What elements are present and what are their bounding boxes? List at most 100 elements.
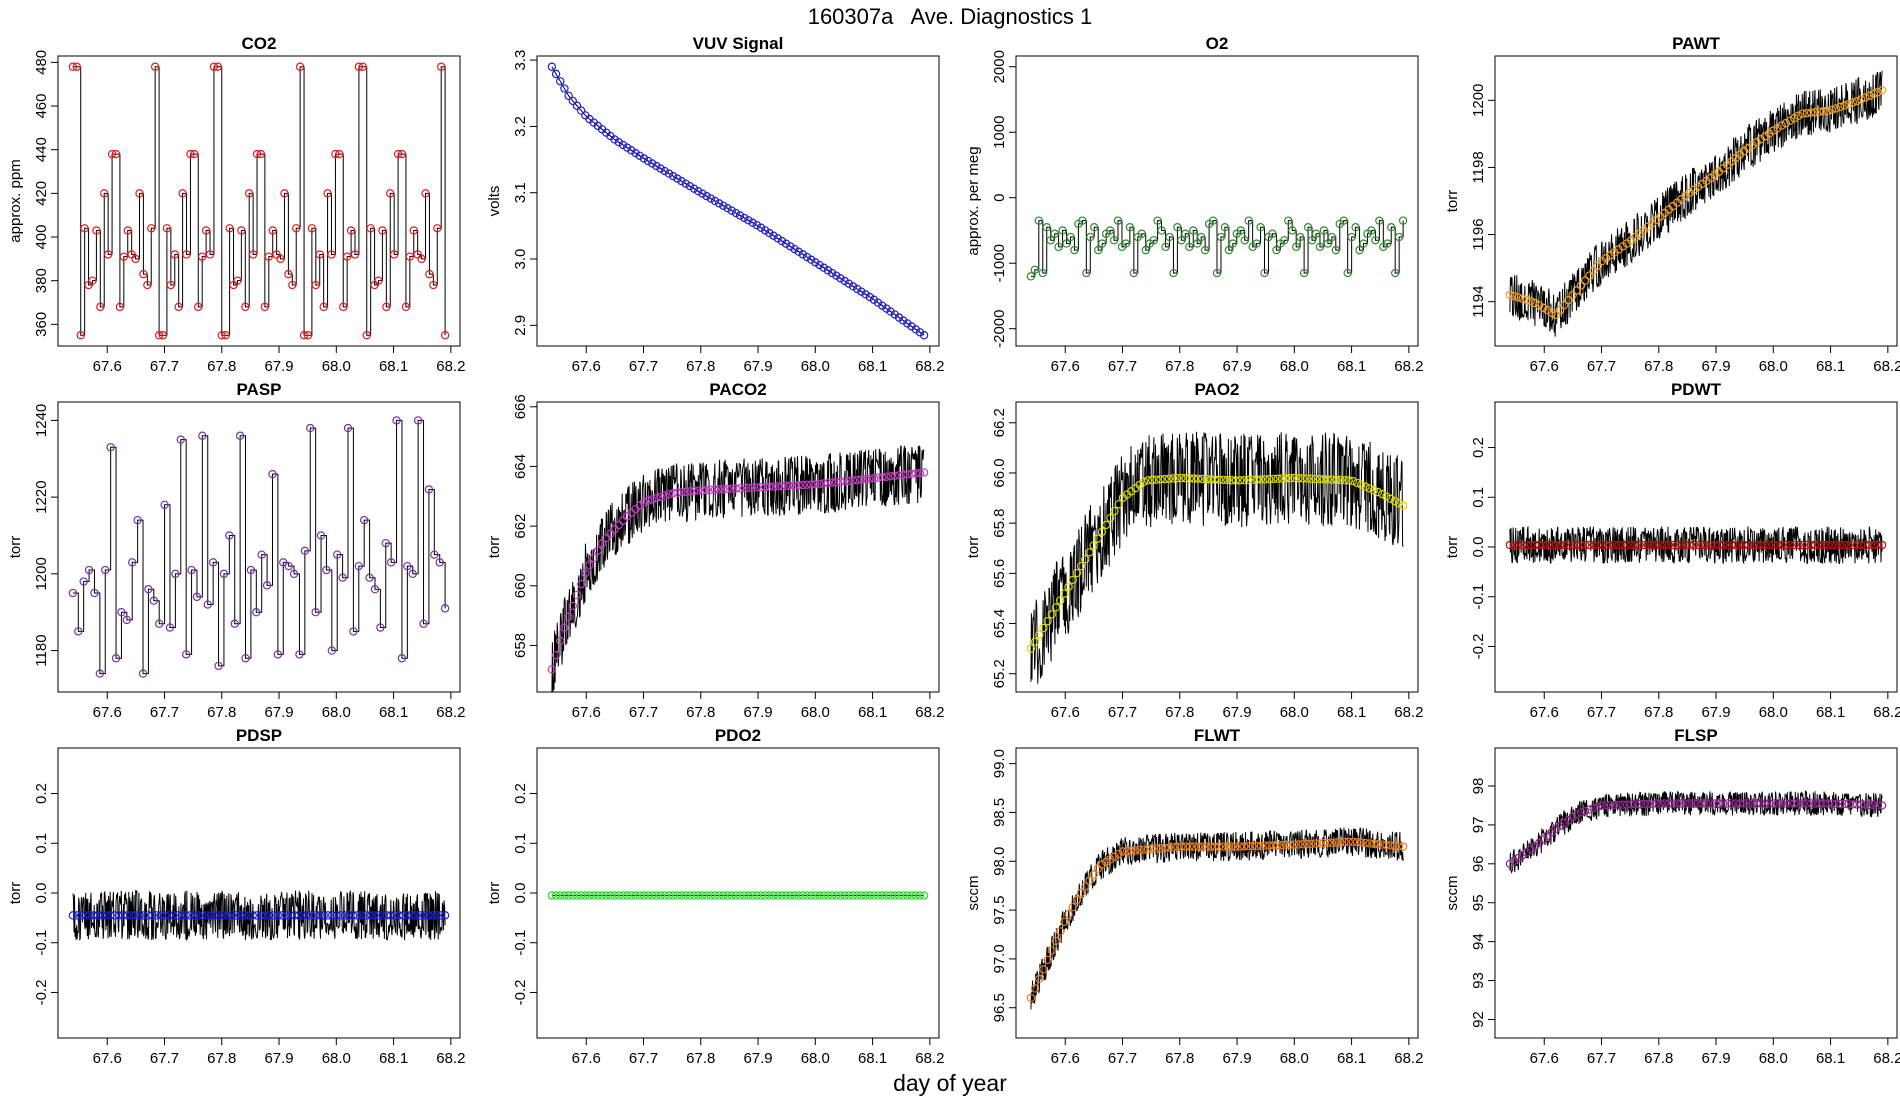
data-point bbox=[1097, 860, 1107, 869]
data-point bbox=[279, 558, 288, 567]
data-point bbox=[1302, 474, 1312, 483]
data-point bbox=[1076, 561, 1086, 571]
data-point bbox=[1223, 842, 1232, 851]
data-point bbox=[1288, 226, 1297, 235]
data-point bbox=[1273, 841, 1282, 850]
data-point bbox=[1168, 842, 1178, 852]
data-point bbox=[319, 911, 329, 920]
x-tick-label: 67.9 bbox=[743, 358, 772, 375]
data-point bbox=[564, 91, 573, 100]
y-tick-label: 0.2 bbox=[33, 783, 50, 804]
data-point bbox=[290, 911, 299, 920]
data-point bbox=[299, 331, 309, 340]
x-tick-label: 68.1 bbox=[379, 358, 408, 375]
x-tick-label: 68.2 bbox=[1873, 704, 1900, 721]
data-point bbox=[740, 891, 749, 900]
data-point bbox=[417, 254, 426, 264]
data-point bbox=[411, 911, 421, 920]
data-point bbox=[710, 196, 720, 206]
data-point bbox=[119, 252, 129, 261]
panel-title: PAWT bbox=[1672, 34, 1720, 53]
data-point bbox=[836, 891, 845, 900]
data-point bbox=[1398, 501, 1408, 510]
data-point bbox=[1564, 540, 1573, 550]
data-point bbox=[668, 488, 678, 498]
data-point bbox=[369, 911, 379, 920]
data-point bbox=[1377, 840, 1387, 849]
plot-frame bbox=[1494, 55, 1898, 347]
data-point bbox=[1256, 222, 1265, 232]
data-point bbox=[840, 891, 849, 900]
data-point bbox=[1131, 846, 1140, 855]
data-point bbox=[1656, 799, 1665, 808]
data-point bbox=[1265, 474, 1274, 484]
data-point bbox=[1367, 226, 1376, 235]
data-point bbox=[1823, 106, 1832, 115]
data-point bbox=[1522, 295, 1531, 305]
data-point bbox=[576, 579, 586, 589]
data-point bbox=[894, 891, 904, 900]
x-tick-label: 68.0 bbox=[322, 704, 351, 721]
data-point bbox=[547, 665, 557, 674]
data-point bbox=[1365, 839, 1374, 848]
data-point bbox=[1273, 474, 1282, 483]
raw-trace bbox=[1509, 789, 1883, 874]
data-point bbox=[156, 911, 165, 920]
data-point bbox=[221, 331, 230, 340]
y-tick-label: 0.0 bbox=[33, 883, 50, 904]
raw-trace bbox=[1509, 526, 1883, 565]
data-point bbox=[311, 608, 320, 617]
data-point bbox=[68, 588, 78, 598]
data-point bbox=[1248, 841, 1257, 851]
data-point bbox=[1066, 232, 1075, 242]
y-tick-label: -0.2 bbox=[512, 980, 529, 1006]
data-point bbox=[1660, 799, 1669, 808]
data-point bbox=[581, 569, 590, 578]
data-point bbox=[614, 520, 624, 530]
data-point bbox=[648, 495, 657, 504]
data-point bbox=[148, 911, 157, 920]
data-point bbox=[622, 143, 632, 152]
data-point bbox=[1306, 474, 1316, 483]
data-point bbox=[752, 891, 762, 900]
data-point bbox=[386, 558, 396, 567]
data-point bbox=[886, 891, 895, 900]
data-point bbox=[1055, 927, 1065, 936]
data-point bbox=[1568, 291, 1577, 300]
data-point bbox=[1773, 123, 1782, 133]
data-point bbox=[1398, 842, 1408, 851]
plot-frame bbox=[1494, 747, 1898, 1039]
data-point bbox=[419, 911, 429, 920]
data-point bbox=[748, 891, 757, 900]
data-point bbox=[190, 149, 199, 159]
data-point bbox=[194, 911, 203, 920]
data-point bbox=[1277, 474, 1287, 483]
data-point bbox=[1298, 474, 1307, 483]
data-point bbox=[848, 476, 858, 485]
x-tick-label: 67.7 bbox=[1108, 1050, 1137, 1067]
data-point bbox=[213, 62, 223, 71]
data-point bbox=[150, 62, 160, 71]
data-point bbox=[1819, 799, 1828, 808]
data-point bbox=[1585, 805, 1594, 814]
data-point bbox=[336, 911, 345, 920]
data-point bbox=[673, 174, 682, 183]
data-point bbox=[361, 911, 370, 920]
data-point bbox=[362, 331, 371, 340]
data-point bbox=[911, 325, 920, 334]
data-point bbox=[235, 911, 245, 920]
y-tick-label: 420 bbox=[33, 181, 50, 206]
data-point bbox=[349, 627, 358, 636]
x-tick-label: 67.7 bbox=[150, 1050, 179, 1067]
data-point bbox=[777, 236, 787, 246]
data-point bbox=[201, 226, 211, 235]
data-point bbox=[260, 302, 270, 312]
data-point bbox=[568, 601, 578, 611]
y-tick-label: 2.9 bbox=[512, 315, 529, 336]
data-point bbox=[1848, 98, 1858, 107]
data-point bbox=[1509, 292, 1519, 301]
data-point bbox=[597, 539, 607, 548]
data-point bbox=[781, 239, 791, 248]
data-point bbox=[869, 891, 879, 900]
data-point bbox=[392, 416, 401, 425]
